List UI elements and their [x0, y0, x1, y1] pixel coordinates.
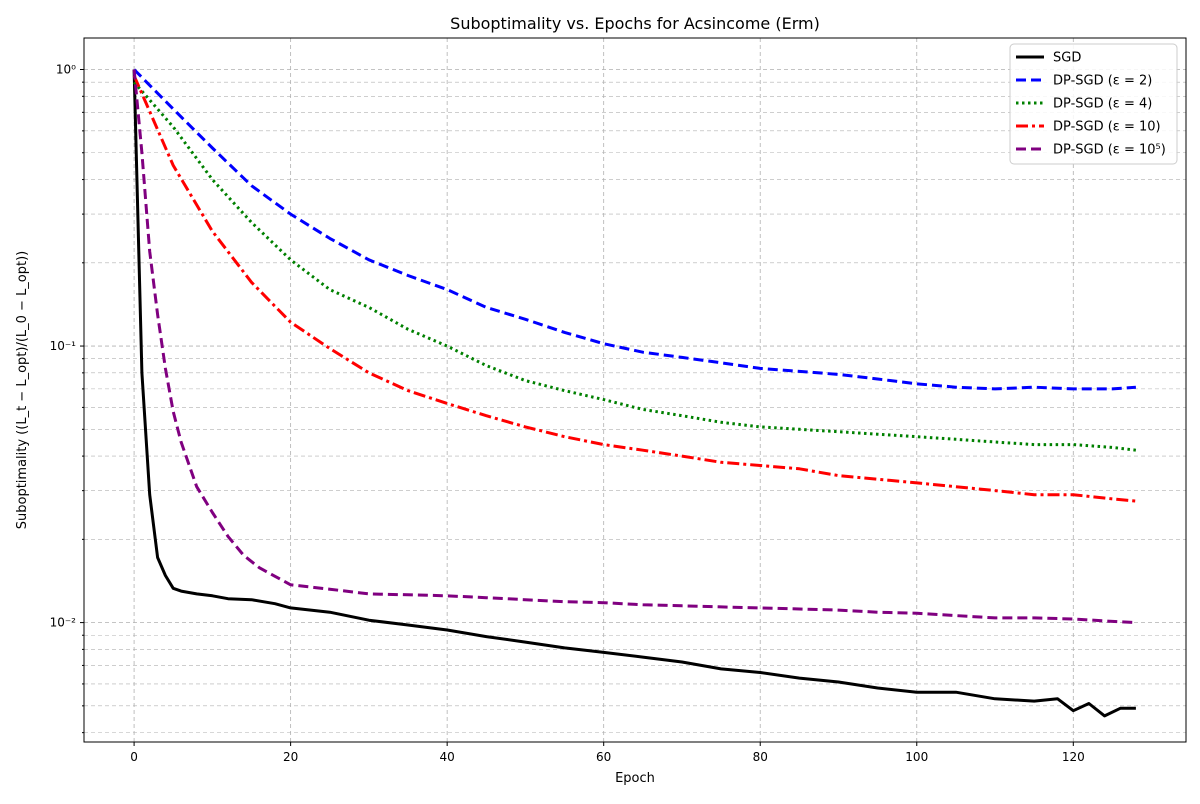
legend-label: DP-SGD (ε = 2) [1053, 74, 1152, 89]
legend-box [1009, 43, 1178, 165]
axis-ticks: 0 20 40 60 80 100 120 10⁻² 10⁻¹ 10⁰ [50, 63, 1085, 764]
x-tick-label: 60 [596, 750, 611, 764]
plot-frame [83, 37, 1187, 743]
x-axis-label: Epoch [615, 771, 655, 786]
x-tick-label: 120 [1062, 750, 1085, 764]
y-axis-label: Suboptimality ((L_t − L_opt)/(L_0 − L_op… [15, 251, 30, 530]
series-line-4 [132, 69, 1136, 625]
y-tick-label: 10⁻² [50, 616, 77, 630]
legend-label: DP-SGD (ε = 10) [1053, 120, 1161, 135]
y-tick-label: 10⁻¹ [50, 339, 77, 353]
legend-label: DP-SGD (ε = 4) [1053, 97, 1152, 112]
legend: SGD DP-SGD (ε = 2) DP-SGD (ε = 4) DP-SGD (ε… [1009, 43, 1178, 165]
x-tick-label: 0 [130, 750, 138, 764]
chart-title: Suboptimality vs. Epochs for Acsincome (… [450, 14, 820, 33]
series-line-2 [132, 81, 1137, 452]
series-group [132, 68, 1137, 718]
series-line-3 [132, 75, 1137, 503]
legend-label: DP-SGD (ε = 10⁵) [1053, 143, 1166, 158]
y-tick-label: 10⁰ [56, 63, 76, 77]
x-tick-label: 100 [905, 750, 928, 764]
legend-label: SGD [1053, 51, 1081, 66]
series-line-0 [132, 69, 1136, 718]
x-tick-label: 20 [283, 750, 298, 764]
x-tick-label: 80 [753, 750, 768, 764]
x-tick-label: 40 [440, 750, 455, 764]
series-line-1 [133, 68, 1137, 391]
